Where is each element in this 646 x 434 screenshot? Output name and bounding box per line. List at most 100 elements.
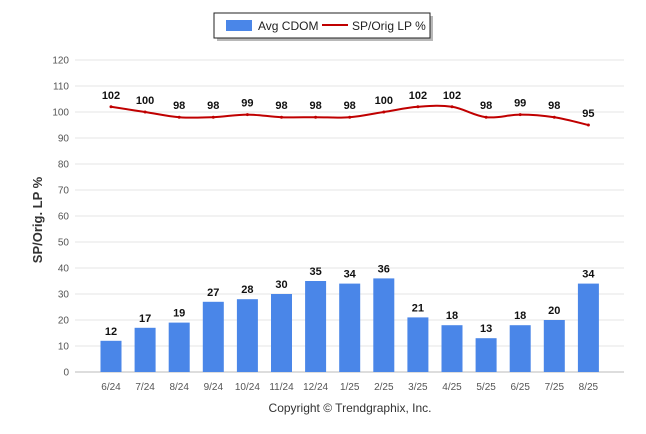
bar [168,322,190,372]
line-value-label: 99 [514,98,526,110]
line-point [348,115,352,119]
bar [202,301,224,372]
y-tick-label: 90 [58,134,70,145]
y-tick-label: 50 [58,238,70,249]
x-tick-label: 3/25 [408,382,428,393]
line-value-label: 100 [375,95,393,107]
x-tick-label: 5/25 [476,382,496,393]
bar [373,278,395,372]
bar-value-label: 20 [548,305,560,317]
bar [441,325,463,372]
y-tick-label: 40 [58,264,70,275]
line-point [143,110,147,114]
bar [509,325,531,372]
bar-value-label: 17 [139,313,151,325]
bar [305,281,327,372]
x-axis-ticks: 6/24 7/24 8/24 9/24 10/24 11/24 12/24 1/25 2/25 3… [101,382,598,393]
y-tick-label: 0 [63,368,69,379]
line-point [314,115,318,119]
line-value-label: 100 [136,95,154,107]
line-value-label: 102 [409,90,427,102]
y-tick-label: 70 [58,186,70,197]
bar-value-label: 18 [446,310,458,322]
bar [577,283,599,372]
bar [134,327,156,372]
line-value-label: 98 [275,100,287,112]
line-value-label: 99 [241,98,253,110]
data-labels: 12 17 19 27 28 30 35 34 36 21 18 13 18 20 34 102 100 98 98… [102,90,596,338]
line-series-sp-orig-lp [109,104,590,127]
line-value-label: 98 [173,100,185,112]
x-tick-label: 11/24 [269,382,294,393]
line-point [280,115,283,119]
bar [271,294,292,372]
bar-value-label: 18 [514,310,526,322]
line-point [586,123,590,127]
legend-label-avg-cdom: Avg CDOM [258,19,318,33]
bar [475,338,497,372]
y-tick-label: 120 [52,56,69,67]
line-point [211,115,215,119]
line-value-label: 98 [548,100,560,112]
line-value-label: 98 [207,100,219,112]
x-tick-label: 9/24 [204,382,224,393]
bar-value-label: 30 [275,279,287,291]
bar [339,283,361,372]
x-tick-label: 12/24 [303,382,328,393]
line-point [518,113,522,117]
line-point [484,115,488,119]
line-point [109,105,113,109]
line-value-label: 98 [344,100,356,112]
bar-value-label: 19 [173,308,185,320]
x-tick-label: 6/25 [510,382,530,393]
bar [100,340,122,372]
y-tick-label: 10 [58,342,70,353]
y-tick-label: 30 [58,290,70,301]
bar [236,299,258,372]
line-point [245,113,249,117]
bar [407,317,429,372]
x-tick-label: 10/24 [235,382,260,393]
copyright-footer: Copyright © Trendgraphix, Inc. [269,401,432,415]
bar-value-label: 28 [241,284,253,296]
bar-value-label: 35 [309,266,321,278]
line-point [416,105,420,109]
line-point [450,105,454,109]
bar-value-label: 21 [412,302,424,314]
bar-series-avg-cdom [100,278,599,372]
line-value-label: 95 [582,108,594,120]
x-tick-label: 6/24 [101,382,121,393]
bar-value-label: 27 [207,287,219,299]
line-point [382,110,386,114]
bar-value-label: 34 [344,269,357,281]
x-tick-label: 1/25 [340,382,360,393]
y-axis-title: SP/Orig. LP % [30,176,45,263]
legend: Avg CDOM SP/Orig LP % [213,12,433,41]
x-tick-label: 2/25 [374,382,394,393]
bar-value-label: 12 [105,326,117,338]
line-point [177,115,181,119]
y-axis-ticks: 0 10 20 30 40 50 60 70 80 90 100 110 120 [52,56,69,379]
gridlines [75,59,624,373]
legend-swatch-avg-cdom [226,20,252,31]
bar-value-label: 34 [582,269,595,281]
line-value-label: 98 [309,100,321,112]
x-tick-label: 7/25 [545,382,565,393]
bar-value-label: 36 [378,263,390,275]
y-tick-label: 100 [52,108,69,119]
line-value-label: 102 [102,90,120,102]
x-tick-label: 7/24 [135,382,155,393]
bar-value-label: 13 [480,323,492,335]
y-tick-label: 80 [58,160,70,171]
y-tick-label: 110 [53,82,69,93]
line-value-label: 102 [443,90,461,102]
legend-label-sp-orig-lp: SP/Orig LP % [352,19,426,33]
bar [543,320,565,372]
line-value-label: 98 [480,100,492,112]
x-tick-label: 4/25 [442,382,462,393]
line-point [552,115,556,119]
y-tick-label: 60 [58,212,70,223]
y-tick-label: 20 [58,316,70,327]
x-tick-label: 8/25 [579,382,599,393]
